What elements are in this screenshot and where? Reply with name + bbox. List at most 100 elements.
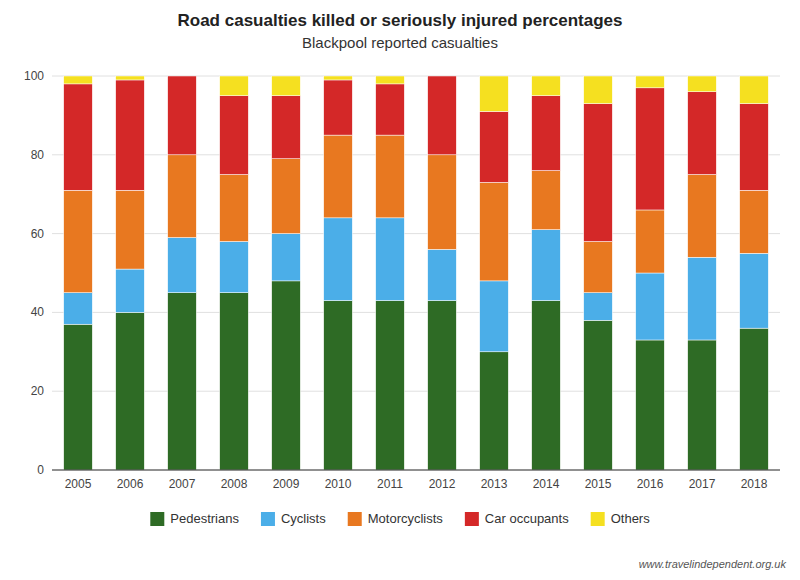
annotation: www.travelindependent.org.uk [639, 558, 787, 570]
bar-segment [584, 104, 613, 242]
bar-segment [116, 312, 145, 470]
bar-segment [324, 301, 353, 470]
grid-line [52, 154, 780, 155]
bar-segment [740, 328, 769, 470]
bar-segment [584, 293, 613, 321]
y-tick-label: 40 [31, 305, 45, 319]
bar-segment [584, 76, 613, 104]
bar-segment [584, 320, 613, 470]
bar-segment [688, 92, 717, 175]
x-tick-label: 2012 [429, 477, 456, 491]
series [64, 76, 769, 111]
bar-segment [220, 241, 249, 292]
subtitle: Blackpool reported casualties [302, 34, 498, 51]
legend-item: Cyclists [261, 511, 326, 526]
legend-item: Car occupants [465, 511, 569, 526]
x-axis-line [52, 470, 780, 471]
bar-segment [272, 76, 301, 96]
series [64, 76, 769, 241]
legend-label: Others [611, 511, 651, 526]
chart-svg: Road casualties killed or seriously inju… [0, 0, 800, 580]
y-axis: 0 20 40 60 80 100 [24, 69, 780, 477]
bar-segment [376, 84, 405, 135]
bar-segment [64, 76, 93, 84]
chart-container: Road casualties killed or seriously inju… [0, 0, 800, 580]
bar-segment [168, 293, 197, 470]
bar-segment [272, 281, 301, 470]
bar-segment [688, 175, 717, 258]
y-tick-label: 100 [24, 69, 44, 83]
grid-line [52, 76, 780, 77]
bar-segment [584, 241, 613, 292]
legend-swatch [150, 512, 164, 526]
legend-item: Motorcyclists [348, 511, 444, 526]
bar-segment [272, 159, 301, 234]
bar-segment [428, 249, 457, 300]
bar-segment [480, 76, 509, 111]
legend-swatch [261, 512, 275, 526]
bar-segment [532, 96, 561, 171]
bar-segment [64, 84, 93, 190]
bar-segment [532, 171, 561, 230]
bar-segment [636, 88, 665, 210]
bar-segment [168, 238, 197, 293]
legend-swatch [465, 512, 479, 526]
y-tick-label: 20 [31, 384, 45, 398]
x-tick-label: 2008 [221, 477, 248, 491]
bar-segment [428, 301, 457, 470]
bar-segment [324, 80, 353, 135]
bar-segment [220, 293, 249, 470]
bar-segment [428, 76, 457, 77]
grid-line [52, 233, 780, 234]
bar-segment [740, 104, 769, 191]
x-tick-label: 2011 [377, 477, 403, 491]
bar-segment [636, 273, 665, 340]
bar-segment [116, 80, 145, 190]
x-tick-label: 2013 [481, 477, 508, 491]
bar-segment [480, 281, 509, 352]
legend-label: Cyclists [281, 511, 326, 526]
x-tick-label: 2014 [533, 477, 560, 491]
bar-segment [480, 352, 509, 470]
x-tick-label: 2017 [689, 477, 716, 491]
bar-segment [116, 269, 145, 312]
grid-line [52, 470, 780, 471]
y-tick-label: 80 [31, 148, 45, 162]
bar-segment [220, 175, 249, 242]
bar-segment [688, 76, 717, 92]
legend-item: Others [591, 511, 651, 526]
bar-segment [740, 190, 769, 253]
bar-segment [116, 76, 145, 80]
x-tick-label: 2005 [65, 477, 92, 491]
bar-segment [220, 96, 249, 175]
bar-segment [636, 340, 665, 470]
legend-label: Motorcyclists [368, 511, 444, 526]
bar-segment [376, 218, 405, 301]
bar-segment [324, 76, 353, 80]
legend-swatch [591, 512, 605, 526]
bar-segment [64, 324, 93, 470]
x-tick-label: 2010 [325, 477, 352, 491]
bar-segment [272, 96, 301, 159]
legend-item: Pedestrians [150, 511, 239, 526]
bar-segment [324, 135, 353, 218]
bar-segment [480, 182, 509, 281]
bar-segment [740, 76, 769, 104]
bar-segment [376, 76, 405, 84]
y-tick-label: 0 [37, 463, 44, 477]
bar-segment [532, 76, 561, 96]
x-tick-label: 2007 [169, 477, 196, 491]
bar-segment [688, 340, 717, 470]
bars [64, 76, 769, 470]
bar-segment [532, 301, 561, 470]
x-tick-label: 2006 [117, 477, 144, 491]
legend-swatch [348, 512, 362, 526]
x-axis: 2005200620072008200920102011201220132014… [52, 470, 780, 491]
grid-line [52, 312, 780, 313]
x-tick-label: 2016 [637, 477, 664, 491]
bar-segment [532, 230, 561, 301]
bar-segment [428, 76, 457, 155]
y-tick-label: 60 [31, 227, 45, 241]
bar-segment [324, 218, 353, 301]
bar-segment [376, 135, 405, 218]
